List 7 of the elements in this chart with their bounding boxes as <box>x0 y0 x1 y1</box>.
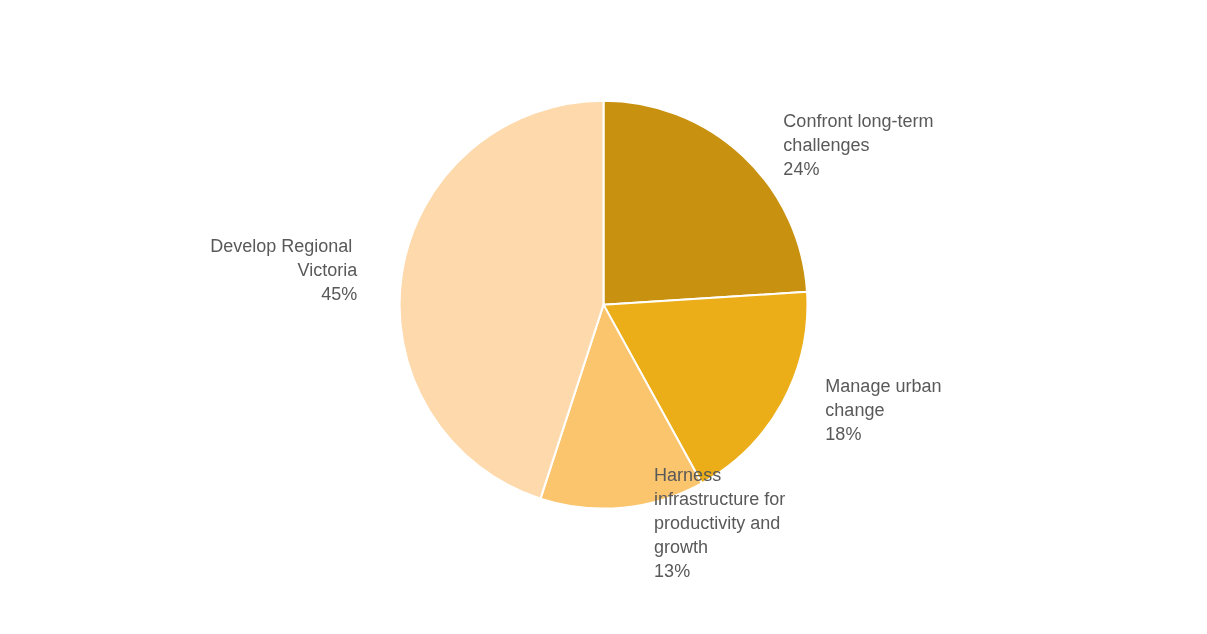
slice-label: Confront long-term challenges <box>783 111 939 156</box>
data-label: 18% <box>825 424 862 445</box>
data-label: 45% <box>321 284 358 305</box>
slice-label: Manage urban change <box>825 376 947 421</box>
slice-label: Develop Regional Victoria <box>210 236 359 281</box>
data-label: 13% <box>654 560 691 581</box>
data-label: 24% <box>783 159 820 180</box>
